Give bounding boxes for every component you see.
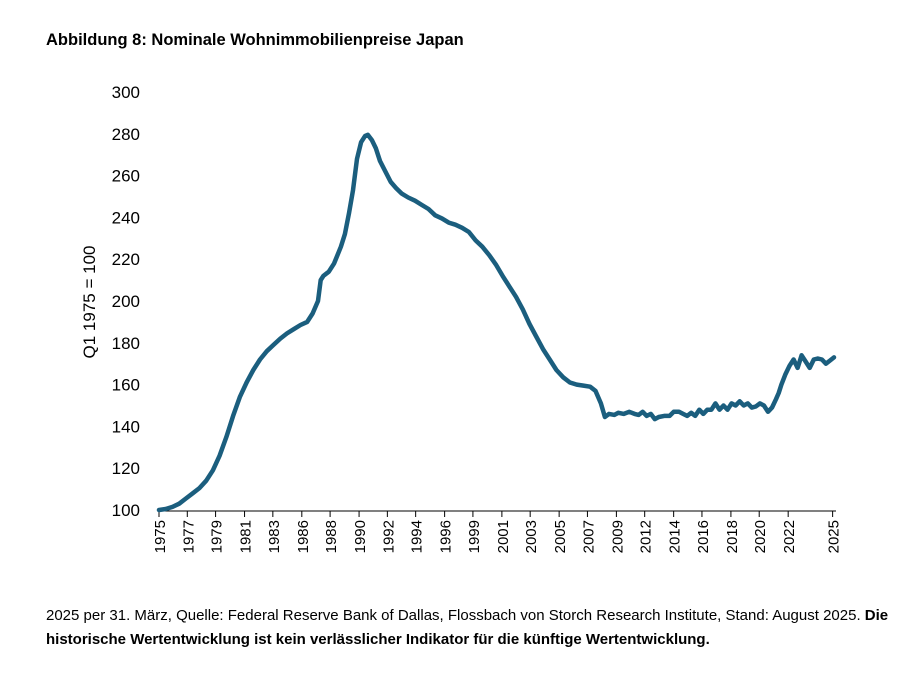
- y-tick-label: 120: [112, 459, 140, 478]
- x-tick-label: 2020: [752, 520, 769, 553]
- x-tick-label: 1986: [295, 520, 312, 553]
- x-tick-label: 1983: [266, 520, 283, 553]
- x-tick-label: 2003: [523, 520, 540, 553]
- footnote: 2025 per 31. März, Quelle: Federal Reser…: [46, 604, 896, 652]
- x-tick-label: 2014: [667, 520, 684, 553]
- x-tick-label: 1979: [209, 520, 226, 553]
- y-tick-label: 300: [112, 83, 140, 102]
- x-axis: 1975 1977 1979 1981 1983 1986 1988 1990 1992 1994…: [152, 510, 843, 553]
- y-tick-label: 280: [112, 125, 140, 144]
- y-axis-label: Q1 1975 = 100: [80, 246, 99, 359]
- x-tick-label: 1988: [323, 520, 340, 553]
- x-tick-label: 1990: [352, 520, 369, 553]
- x-tick-label: 1975: [152, 520, 169, 553]
- y-axis: 100 120 140 160 180 200 220 240 260 280 300: [112, 83, 140, 520]
- footnote-disclaimer: Die historische Wertentwicklung ist kein…: [46, 607, 889, 648]
- x-tick-label: 1992: [380, 520, 397, 553]
- x-tick-label: 2007: [580, 520, 597, 553]
- series-line: [156, 132, 837, 513]
- chart-title: Abbildung 8: Nominale Wohnimmobilienprei…: [46, 31, 464, 49]
- footnote-source: 2025 per 31. März, Quelle: Federal Reser…: [46, 607, 865, 624]
- y-tick-label: 260: [112, 167, 140, 186]
- x-tick-label: 2012: [638, 520, 655, 553]
- y-tick-label: 160: [112, 376, 140, 395]
- y-tick-label: 140: [112, 417, 140, 436]
- x-tick-label: 1994: [409, 520, 426, 553]
- y-tick-label: 180: [112, 334, 140, 353]
- y-tick-label: 100: [112, 501, 140, 520]
- x-tick-label: 1996: [438, 520, 455, 553]
- x-tick-label: 1999: [466, 520, 483, 553]
- series-layer: [156, 132, 837, 513]
- x-tick-label: 2022: [781, 520, 798, 553]
- x-tick-label: 1981: [238, 520, 255, 553]
- x-tick-label: 2018: [724, 520, 741, 553]
- x-tick-label: 2025: [826, 520, 843, 553]
- x-tick-label: 2001: [495, 520, 512, 553]
- x-tick-label: 2009: [609, 520, 626, 553]
- x-tick-label: 2005: [552, 520, 569, 553]
- y-tick-label: 240: [112, 208, 140, 227]
- y-tick-label: 200: [112, 292, 140, 311]
- y-tick-label: 220: [112, 250, 140, 269]
- x-tick-label: 2016: [695, 520, 712, 553]
- x-tick-label: 1977: [180, 520, 197, 553]
